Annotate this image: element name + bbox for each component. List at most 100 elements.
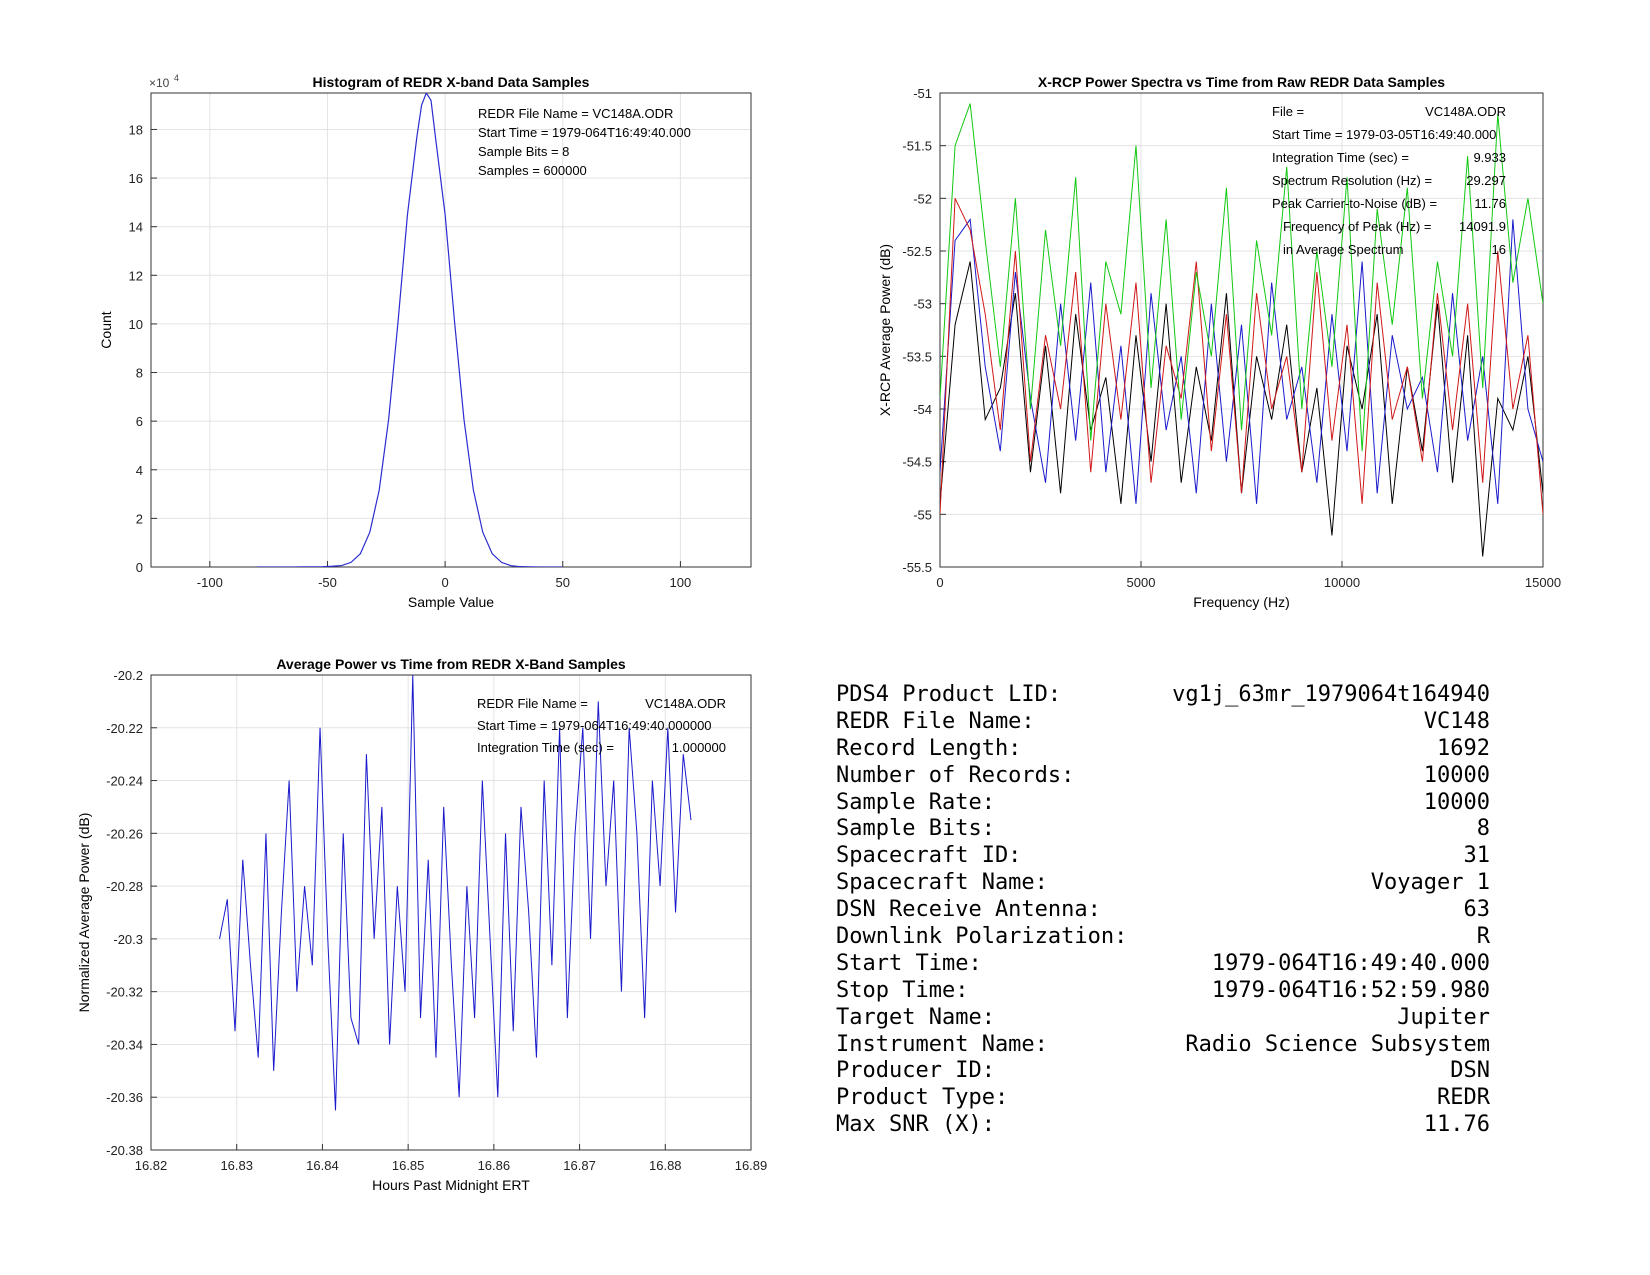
- summary-value: 10000: [1423, 762, 1490, 788]
- summary-label: Downlink Polarization:: [836, 924, 1128, 950]
- chart-title: Average Power vs Time from REDR X-Band S…: [276, 656, 626, 672]
- y-tick-label: -20.38: [106, 1143, 143, 1158]
- summary-label: DSN Receive Antenna:: [836, 897, 1101, 923]
- y-tick-label: 16: [129, 171, 143, 186]
- y-tick-label: 0: [136, 560, 143, 575]
- summary-value: 63: [1463, 897, 1491, 923]
- y-multiplier-exponent: 4: [174, 73, 179, 83]
- summary-label: PDS4 Product LID:: [836, 682, 1062, 707]
- summary-row: Downlink Polarization: R: [836, 924, 1490, 951]
- summary-value: Jupiter: [1397, 1004, 1490, 1030]
- summary-row: Producer ID: DSN: [836, 1058, 1490, 1085]
- x-tick-label: 0: [442, 575, 449, 590]
- summary-row: Stop Time: 1979-064T16:52:59.980: [836, 978, 1490, 1005]
- spectrum-line-3: [940, 198, 1543, 515]
- summary-row: Start Time: 1979-064T16:49:40.000: [836, 951, 1490, 978]
- summary-row: REDR File Name: VC148: [836, 709, 1490, 736]
- y-tick-label: -20.2: [113, 668, 143, 683]
- y-multiplier: ×10: [149, 76, 170, 90]
- x-tick-label: -100: [197, 575, 223, 590]
- y-tick-label: 12: [129, 268, 143, 283]
- product-summary-table: PDS4 Product LID: vg1j_63mr_1979064t16494…: [836, 682, 1490, 1139]
- y-tick-label: -54: [913, 402, 932, 417]
- annotation-value: 9.933: [1473, 150, 1506, 165]
- x-tick-label: -50: [318, 575, 337, 590]
- y-axis-label: Count: [98, 311, 114, 348]
- spectrum-line-4: [940, 103, 1543, 452]
- annotation-label: Integration Time (sec) =: [1272, 150, 1409, 165]
- summary-row: Record Length: 1692: [836, 736, 1490, 763]
- annotation-label: Frequency of Peak (Hz) =: [1283, 219, 1431, 234]
- summary-label: Producer ID:: [836, 1058, 995, 1084]
- annotation-value: 16: [1492, 242, 1506, 257]
- y-tick-label: -51: [913, 86, 932, 101]
- summary-value: DSN: [1450, 1058, 1490, 1084]
- chart-3: 16.82 16.83 16.84 16.85 16.86 16.87 16.88 16.89…: [76, 656, 767, 1193]
- y-axis-label: Normalized Average Power (dB): [76, 813, 92, 1013]
- y-tick-label: -20.26: [106, 826, 143, 841]
- summary-label: Product Type:: [836, 1085, 1009, 1111]
- summary-label: Start Time:: [836, 950, 982, 976]
- y-tick-label: -20.22: [106, 721, 143, 736]
- summary-row: Instrument Name: Radio Science Subsystem: [836, 1032, 1490, 1059]
- axes-frame: [150, 674, 752, 1151]
- x-tick-label: 5000: [1127, 575, 1156, 590]
- summary-value: vg1j_63mr_1979064t164940: [1172, 682, 1490, 707]
- annotation-text: Sample Bits = 8: [478, 144, 569, 159]
- summary-value: 31: [1463, 843, 1491, 869]
- y-tick-label: -55.5: [902, 560, 932, 575]
- summary-row: Spacecraft Name: Voyager 1: [836, 870, 1490, 897]
- power-line: [219, 675, 692, 1111]
- axes-frame: [150, 92, 752, 568]
- chart-1: -100 -50 0 50 100 0 2 4 6 8 10 12 14 16 18 Histogram of…: [98, 73, 752, 610]
- annotation-value: VC148A.ODR: [1425, 104, 1506, 119]
- summary-row: Sample Rate: 10000: [836, 790, 1490, 817]
- y-tick-label: -20.34: [106, 1037, 143, 1052]
- annotation-value: 14091.9: [1459, 219, 1506, 234]
- annotation-label: Spectrum Resolution (Hz) =: [1272, 173, 1432, 188]
- annotation-label: Start Time = 1979-064T16:49:40.000000: [477, 718, 712, 733]
- annotation-value: VC148A.ODR: [645, 696, 726, 711]
- y-tick-label: -20.32: [106, 985, 143, 1000]
- annotation-text: REDR File Name = VC148A.ODR: [478, 106, 673, 121]
- summary-value: R: [1476, 924, 1490, 950]
- summary-value: 11.76: [1423, 1112, 1490, 1138]
- summary-row: Product Type: REDR: [836, 1085, 1490, 1112]
- summary-row: Number of Records: 10000: [836, 763, 1490, 790]
- summary-value: 1979-064T16:49:40.000: [1211, 950, 1490, 976]
- y-tick-label: -20.24: [106, 774, 143, 789]
- x-tick-label: 50: [556, 575, 570, 590]
- y-tick-label: -20.3: [113, 932, 143, 947]
- x-tick-label: 16.87: [563, 1158, 596, 1173]
- summary-label: Spacecraft ID:: [836, 843, 1022, 869]
- x-tick-label: 15000: [1525, 575, 1561, 590]
- summary-value: 1979-064T16:52:59.980: [1211, 977, 1490, 1003]
- x-tick-label: 10000: [1324, 575, 1360, 590]
- annotation-value: 11.76: [1474, 196, 1506, 211]
- histogram-line: [256, 93, 563, 567]
- y-tick-label: 6: [136, 414, 143, 429]
- summary-value: 8: [1476, 816, 1490, 842]
- summary-value: REDR: [1437, 1085, 1490, 1111]
- chart-2: 0 5000 10000 15000 -55.5 -55 -54.5 -54 -53.5 -53 -…: [877, 74, 1561, 610]
- y-tick-label: -20.36: [106, 1090, 143, 1105]
- y-tick-label: 4: [136, 463, 143, 478]
- summary-label: Spacecraft Name:: [836, 870, 1048, 896]
- y-tick-label: -55: [913, 507, 932, 522]
- annotation-value: 1.000000: [672, 740, 726, 755]
- chart-title: Histogram of REDR X-band Data Samples: [313, 74, 590, 90]
- x-tick-label: 16.84: [306, 1158, 339, 1173]
- annotation-label: Peak Carrier-to-Noise (dB) =: [1272, 196, 1437, 211]
- y-axis-label: X-RCP Average Power (dB): [877, 244, 893, 416]
- y-tick-label: -52.5: [902, 244, 932, 259]
- summary-label: Target Name:: [836, 1004, 995, 1030]
- y-tick-label: 14: [129, 220, 143, 235]
- annotation-label: File =: [1272, 104, 1304, 119]
- summary-label: Sample Rate:: [836, 789, 995, 815]
- x-tick-label: 16.89: [735, 1158, 768, 1173]
- summary-value: VC148: [1423, 708, 1490, 734]
- summary-row: Target Name: Jupiter: [836, 1005, 1490, 1032]
- y-tick-label: -52: [913, 191, 932, 206]
- summary-row: DSN Receive Antenna: 63: [836, 897, 1490, 924]
